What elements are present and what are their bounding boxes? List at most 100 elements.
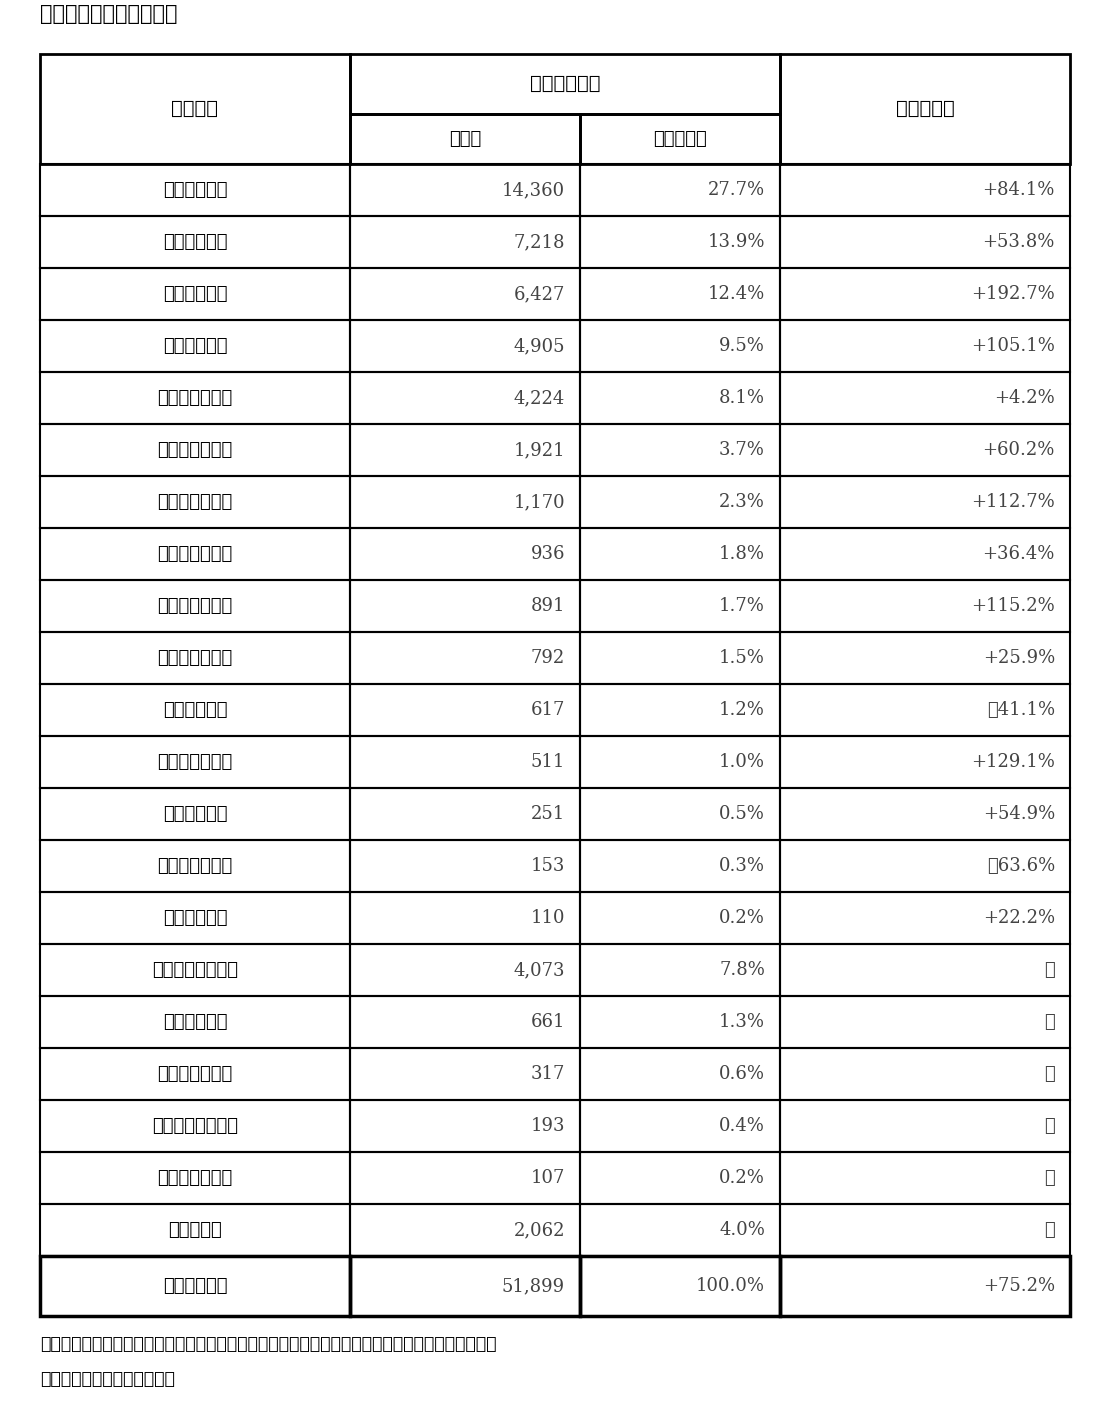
Text: 110: 110 <box>531 909 565 927</box>
Text: +129.1%: +129.1% <box>971 753 1055 770</box>
Text: 107: 107 <box>531 1169 565 1188</box>
Bar <box>350 580 579 632</box>
Text: 6,427: 6,427 <box>514 285 565 303</box>
Text: 1.5%: 1.5% <box>719 649 765 666</box>
Text: 2,062: 2,062 <box>513 1220 565 1239</box>
Bar <box>579 736 780 787</box>
Bar <box>579 216 780 268</box>
Bar <box>40 320 350 372</box>
Bar <box>350 164 579 216</box>
Text: 中　　　　国: 中 国 <box>163 337 227 355</box>
Text: ド　　イ　　ツ: ド イ ツ <box>157 493 233 511</box>
Text: 4.0%: 4.0% <box>719 1220 765 1239</box>
Bar <box>350 787 579 840</box>
Bar <box>780 632 1070 684</box>
Text: 4,905: 4,905 <box>513 337 565 355</box>
Bar <box>40 1048 350 1099</box>
Text: 0.6%: 0.6% <box>719 1065 765 1084</box>
Text: +36.4%: +36.4% <box>983 545 1055 562</box>
Bar <box>40 632 350 684</box>
Text: 韓　　　　国: 韓 国 <box>163 234 227 251</box>
Text: ロ　　シ　　ア: ロ シ ア <box>157 545 233 562</box>
Bar <box>780 787 1070 840</box>
Bar <box>350 424 579 476</box>
Text: その他ヨーロッパ: その他ヨーロッパ <box>152 961 238 980</box>
Bar <box>579 995 780 1048</box>
Bar <box>780 580 1070 632</box>
Text: 2.3%: 2.3% <box>719 493 765 511</box>
Bar <box>350 114 579 164</box>
Bar <box>579 632 780 684</box>
Bar <box>780 684 1070 736</box>
Bar <box>350 1205 579 1256</box>
Text: タ　　　　イ: タ イ <box>163 701 227 719</box>
Bar <box>780 372 1070 424</box>
Text: 9.5%: 9.5% <box>719 337 765 355</box>
Bar <box>350 372 579 424</box>
Text: 対前年増減: 対前年増減 <box>895 100 954 118</box>
Text: +54.9%: +54.9% <box>983 805 1055 823</box>
Text: 317: 317 <box>531 1065 565 1084</box>
Text: シンガポール: シンガポール <box>163 805 227 823</box>
Text: 153: 153 <box>531 857 565 874</box>
Text: ア　フ　リ　カ: ア フ リ カ <box>157 1065 233 1084</box>
Bar <box>40 268 350 320</box>
Text: 51,899: 51,899 <box>502 1277 565 1294</box>
Text: 0.3%: 0.3% <box>719 857 765 874</box>
Text: マ　レーシア: マ レーシア <box>163 909 227 927</box>
Text: 251: 251 <box>531 805 565 823</box>
Bar <box>579 320 780 372</box>
Bar <box>40 736 350 787</box>
Bar <box>780 1256 1070 1316</box>
Bar <box>40 891 350 944</box>
Bar <box>780 268 1070 320</box>
Bar <box>579 372 780 424</box>
Text: オーストラリア: オーストラリア <box>157 649 233 666</box>
Bar <box>780 54 1070 164</box>
Text: 3.7%: 3.7% <box>719 441 765 459</box>
Bar <box>780 1048 1070 1099</box>
Bar <box>350 684 579 736</box>
Bar <box>350 1099 579 1152</box>
Bar <box>350 632 579 684</box>
Text: 193: 193 <box>531 1116 565 1135</box>
Bar <box>579 580 780 632</box>
Bar <box>579 944 780 995</box>
Bar <box>780 944 1070 995</box>
Text: 0.4%: 0.4% <box>719 1116 765 1135</box>
Bar <box>40 995 350 1048</box>
Text: +75.2%: +75.2% <box>983 1277 1055 1294</box>
Bar <box>350 736 579 787</box>
Text: 661: 661 <box>531 1012 565 1031</box>
Text: +115.2%: +115.2% <box>972 597 1055 615</box>
Bar <box>780 164 1070 216</box>
Text: 617: 617 <box>531 701 565 719</box>
Text: +192.7%: +192.7% <box>972 285 1055 303</box>
Text: 香　　　　港: 香 港 <box>163 285 227 303</box>
Bar <box>780 1152 1070 1205</box>
Bar <box>780 216 1070 268</box>
Text: －: － <box>1044 1169 1055 1188</box>
Text: そ　の　他: そ の 他 <box>168 1220 222 1239</box>
Text: 1,921: 1,921 <box>513 441 565 459</box>
Bar <box>40 684 350 736</box>
Bar <box>40 216 350 268</box>
Bar <box>40 476 350 528</box>
Bar <box>579 268 780 320</box>
Text: 891: 891 <box>531 597 565 615</box>
Bar <box>780 424 1070 476</box>
Bar <box>579 1152 780 1205</box>
Bar <box>40 372 350 424</box>
Text: +60.2%: +60.2% <box>983 441 1055 459</box>
Text: 〈外国人宿泊客延べ数〉: 〈外国人宿泊客延べ数〉 <box>40 4 177 24</box>
Text: 7.8%: 7.8% <box>719 961 765 980</box>
Text: ※「その他ヨーロッパ」、「その他アジア」、「アフリカ」、「その他オセアニア」、「中南米」: ※「その他ヨーロッパ」、「その他アジア」、「アフリカ」、「その他オセアニア」、「… <box>40 1336 496 1353</box>
Text: +112.7%: +112.7% <box>972 493 1055 511</box>
Bar <box>40 840 350 891</box>
Text: +22.2%: +22.2% <box>983 909 1055 927</box>
Bar <box>40 1205 350 1256</box>
Text: 8.1%: 8.1% <box>719 389 765 407</box>
Text: 1.7%: 1.7% <box>719 597 765 615</box>
Bar <box>780 840 1070 891</box>
Bar <box>350 1152 579 1205</box>
